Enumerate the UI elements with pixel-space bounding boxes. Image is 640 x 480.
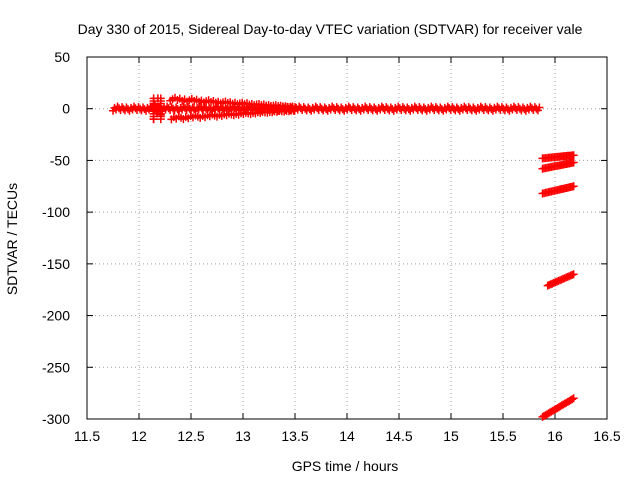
x-tick-label: 16 bbox=[547, 428, 563, 444]
data-point bbox=[569, 158, 578, 167]
x-tick-label: 13 bbox=[235, 428, 251, 444]
data-point bbox=[569, 182, 578, 191]
x-tick-label: 14 bbox=[339, 428, 355, 444]
y-tick-label: -150 bbox=[42, 256, 70, 272]
x-tick-label: 11.5 bbox=[74, 428, 100, 444]
x-tick-label: 13.5 bbox=[281, 428, 308, 444]
y-tick-label: -200 bbox=[42, 308, 70, 324]
chart-title: Day 330 of 2015, Sidereal Day-to-day VTE… bbox=[78, 21, 583, 37]
data-point bbox=[151, 100, 159, 109]
y-axis-label: SDTVAR / TECUs bbox=[4, 183, 20, 295]
y-tick-label: -100 bbox=[42, 204, 70, 220]
x-axis-label: GPS time / hours bbox=[292, 458, 399, 474]
x-tick-label: 16.5 bbox=[593, 428, 620, 444]
series-trace-a bbox=[538, 151, 578, 163]
x-tick-label: 15.5 bbox=[489, 428, 516, 444]
series-main-band bbox=[109, 102, 544, 115]
data-point bbox=[291, 103, 299, 112]
series-trace-d bbox=[543, 270, 578, 290]
series-envelope-12-3-13-5 bbox=[166, 93, 299, 124]
y-tick-label: -50 bbox=[50, 152, 70, 168]
data-point bbox=[149, 94, 158, 103]
x-tick-label: 12.5 bbox=[177, 428, 204, 444]
data-layer bbox=[109, 93, 578, 421]
data-point bbox=[289, 106, 298, 115]
y-tick-label: 0 bbox=[62, 101, 70, 117]
series-trace-b bbox=[538, 158, 578, 173]
data-point bbox=[569, 151, 578, 160]
data-point bbox=[156, 94, 165, 103]
axis-ticks: 11.5 12 12.5 13 13.5 14 14.5 15 15.5 16 16.5 50 0 -50… bbox=[42, 49, 621, 444]
y-tick-label: 50 bbox=[54, 49, 70, 65]
y-tick-label: -250 bbox=[42, 359, 70, 375]
data-point bbox=[535, 103, 544, 112]
x-tick-label: 12 bbox=[131, 428, 147, 444]
y-tick-label: -300 bbox=[42, 411, 70, 427]
x-tick-label: 14.5 bbox=[385, 428, 412, 444]
x-tick-label: 15 bbox=[443, 428, 459, 444]
data-point bbox=[569, 270, 578, 279]
series-trace-e bbox=[538, 394, 578, 421]
data-point bbox=[568, 395, 577, 404]
data-point bbox=[569, 394, 578, 403]
series-cluster-12-17 bbox=[149, 94, 165, 124]
series-trace-c bbox=[538, 182, 578, 198]
